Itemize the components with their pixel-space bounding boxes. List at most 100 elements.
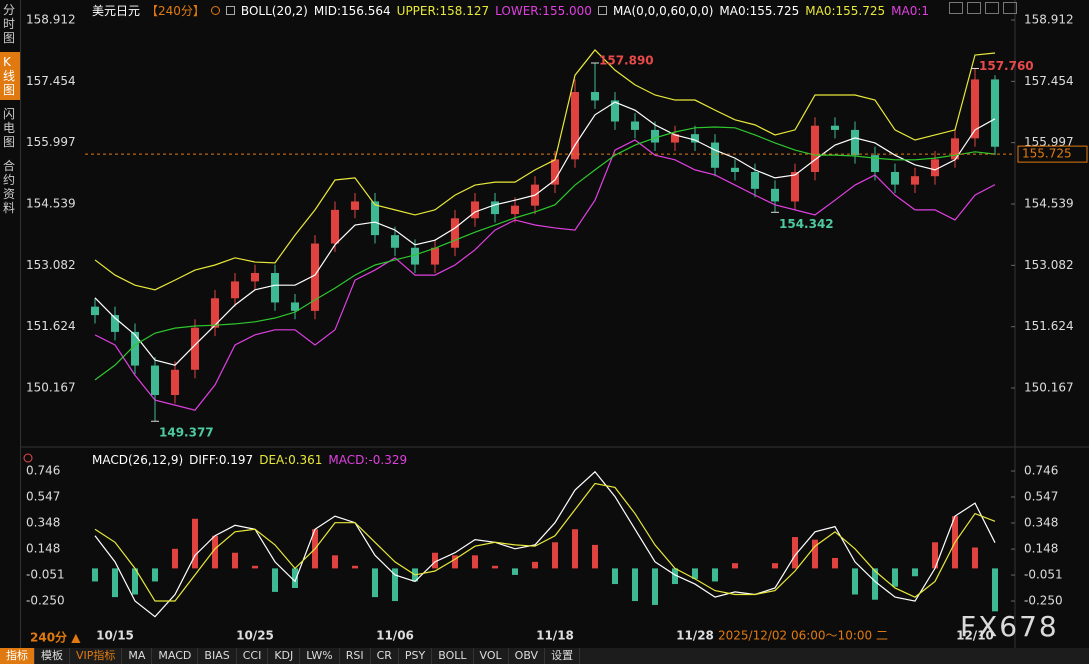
macd-bar	[592, 544, 598, 569]
macd-bar	[632, 568, 638, 602]
candle-body	[91, 306, 99, 316]
candle-body	[691, 134, 699, 143]
legend-item: MID:156.564	[313, 3, 391, 18]
macd-bar	[872, 568, 878, 600]
extreme-label: 154.342	[779, 217, 834, 231]
series-line	[94, 139, 996, 411]
toolbar-button[interactable]: BOLL	[432, 648, 474, 664]
candle-body	[951, 138, 959, 160]
sidebar: 分时图 K线图闪电图合约资料	[0, 0, 21, 648]
side-tab[interactable]: 闪电图	[3, 107, 16, 149]
side-tab[interactable]: 分时图	[3, 3, 16, 45]
macd-bar	[692, 568, 698, 579]
toolbar-button[interactable]: PSY	[399, 648, 433, 664]
price-legend: 美元日元 【240分】 BOLL(20,2) MID:156.564 UPPER:158…	[92, 2, 929, 19]
icon[interactable]	[985, 2, 999, 14]
toggle-icon[interactable]	[597, 6, 607, 15]
toolbar-button[interactable]: CCI	[237, 648, 269, 664]
legend-item: MA(0,0,0,60,0,0)	[612, 3, 714, 18]
toolbar-button[interactable]: LW%	[300, 648, 340, 664]
x-tick-label: 12/10	[956, 629, 994, 643]
macd-bar	[352, 565, 358, 569]
legend-item: DEA:0.361	[259, 453, 323, 467]
macd-bar	[92, 568, 98, 582]
toolbar-button[interactable]: MA	[122, 648, 153, 664]
toolbar-button[interactable]: 设置	[545, 648, 581, 664]
candle-body	[591, 92, 599, 101]
side-tab[interactable]: K线图	[0, 52, 20, 100]
candle-body	[711, 142, 719, 168]
macd-bar	[972, 547, 978, 569]
toolbar-button[interactable]: KDJ	[268, 648, 301, 664]
toolbar-button[interactable]: OBV	[509, 648, 546, 664]
icon[interactable]	[1003, 2, 1017, 14]
macd-bar	[572, 529, 578, 569]
candle-body	[351, 201, 359, 210]
series-line	[94, 470, 996, 618]
macd-bar	[992, 568, 998, 612]
y-tick-label: 0.348	[26, 515, 60, 529]
toolbar-button[interactable]: CR	[371, 648, 399, 664]
settings-icon[interactable]	[210, 6, 220, 15]
icon[interactable]	[949, 2, 963, 14]
icon[interactable]	[967, 2, 981, 14]
y-tick-label: 0.746	[1024, 464, 1058, 478]
toolbar-button[interactable]: MACD	[152, 648, 199, 664]
macd-bar	[932, 542, 938, 569]
macd-bar	[332, 555, 338, 569]
candle-body	[111, 315, 119, 332]
candle-body	[631, 121, 639, 130]
candle-body	[771, 188, 779, 202]
macd-bar	[852, 568, 858, 595]
macd-bar	[712, 568, 718, 582]
macd-bar	[132, 568, 138, 595]
toolbar-button[interactable]: BIAS	[198, 648, 237, 664]
macd-bar	[892, 568, 898, 587]
toggle-icon[interactable]	[225, 6, 235, 15]
y-tick-label: 154.539	[1024, 197, 1074, 211]
candle-body	[451, 218, 459, 248]
candle-body	[871, 155, 879, 172]
candle-body	[731, 167, 739, 172]
candle-body	[571, 92, 579, 160]
candle-body	[431, 247, 439, 265]
macd-icon[interactable]	[23, 453, 33, 463]
legend-item: MACD:-0.329	[328, 453, 408, 467]
candle-body	[851, 129, 859, 156]
macd-bar	[552, 542, 558, 569]
candle-body	[551, 159, 559, 185]
macd-bar	[512, 568, 518, 575]
legend-item: 【240分】	[146, 4, 205, 18]
candle-body	[411, 247, 419, 265]
x-tick-label: 11/28	[676, 629, 714, 643]
y-tick-label: 153.082	[26, 258, 76, 272]
candle-body	[671, 134, 679, 143]
x-tick-label: 10/25	[236, 629, 274, 643]
x-tick-label: 10/15	[96, 629, 134, 643]
legend-item: DIFF:0.197	[189, 453, 254, 467]
y-tick-label: 0.348	[1024, 515, 1058, 529]
candle-body	[231, 281, 239, 299]
macd-bar	[912, 568, 918, 577]
candle-body	[391, 235, 399, 248]
y-tick-label: 150.167	[1024, 381, 1074, 395]
y-tick-label: 0.746	[26, 464, 60, 478]
series-line	[94, 482, 996, 602]
legend-item: UPPER:158.127	[396, 3, 490, 18]
toolbar-button[interactable]: VIP指标	[70, 648, 123, 664]
toolbar-button[interactable]: 模板	[35, 648, 70, 664]
toolbar-button[interactable]: 指标	[0, 648, 35, 664]
toolbar-button[interactable]: RSI	[340, 648, 371, 664]
candle-body	[331, 209, 339, 244]
candle-body	[291, 302, 299, 311]
candle-body	[271, 272, 279, 303]
candle-body	[251, 272, 259, 282]
toolbar-button[interactable]: VOL	[474, 648, 509, 664]
last-price-label: 155.725	[1022, 147, 1072, 161]
y-tick-label: 158.912	[1024, 12, 1074, 26]
side-tab[interactable]: 合约资料	[3, 159, 16, 215]
candle-body	[191, 327, 199, 370]
macd-bar	[432, 552, 438, 569]
